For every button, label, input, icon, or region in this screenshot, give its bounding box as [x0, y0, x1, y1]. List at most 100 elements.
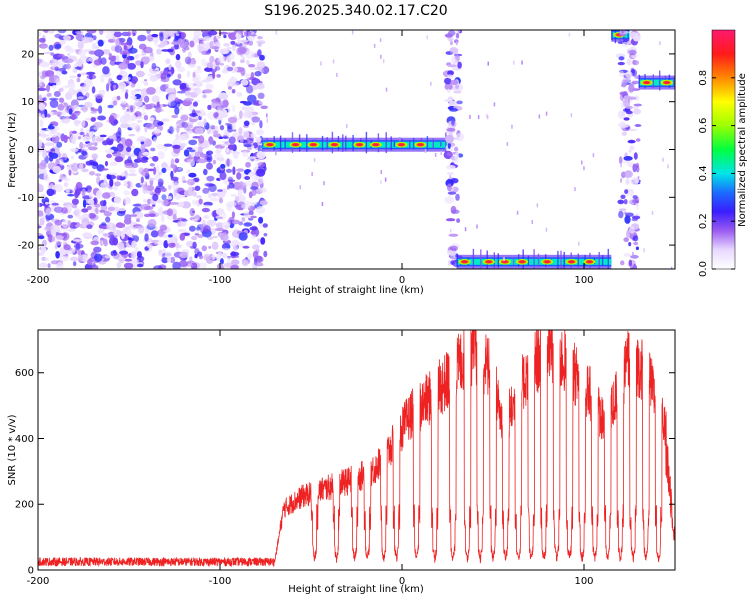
- noise-blob: [186, 240, 195, 248]
- noise-blob: [40, 134, 50, 137]
- noise-blob: [144, 233, 149, 242]
- noise-blob: [184, 98, 194, 102]
- noise-blob: [448, 101, 459, 108]
- noise-blob: [81, 105, 88, 113]
- noise-blob: [219, 171, 227, 181]
- noise-blob: [132, 203, 142, 207]
- noise-blob: [217, 103, 222, 112]
- noise-blob: [146, 243, 153, 249]
- noise-blob: [209, 40, 214, 48]
- noise-blob: [137, 157, 145, 163]
- carrier-hotspot-core: [356, 143, 362, 146]
- noise-blob: [90, 130, 95, 134]
- noise-blob: [255, 262, 264, 267]
- noise-blob: [232, 150, 239, 160]
- noise-blob: [222, 221, 230, 229]
- noise-blob: [179, 252, 189, 259]
- noise-blob: [97, 228, 105, 233]
- noise-blob: [632, 163, 637, 173]
- noise-blob: [186, 70, 191, 78]
- noise-blob: [216, 147, 222, 154]
- sparse-dot: [662, 157, 664, 162]
- noise-blob: [42, 97, 47, 102]
- carrier-spike: [393, 141, 396, 147]
- sparse-dot: [670, 266, 673, 269]
- carrier-hotspot-core: [664, 81, 670, 84]
- noise-blob: [49, 74, 54, 84]
- noise-blob: [58, 53, 65, 58]
- noise-blob: [59, 158, 64, 166]
- noise-blob: [241, 106, 248, 111]
- noise-blob: [174, 158, 180, 164]
- noise-blob: [136, 251, 142, 258]
- noise-blob: [628, 49, 637, 56]
- noise-blob: [38, 235, 45, 240]
- noise-blob: [47, 30, 55, 34]
- noise-blob: [192, 71, 196, 78]
- noise-blob: [251, 116, 261, 123]
- noise-blob: [116, 143, 124, 153]
- noise-blob: [635, 138, 641, 142]
- noise-blob: [169, 30, 178, 33]
- colorbar-tick-label: 0.4: [698, 165, 709, 181]
- sparse-dot: [382, 59, 385, 64]
- noise-blob: [448, 233, 459, 237]
- sparse-dot: [313, 158, 316, 163]
- noise-blob: [449, 40, 453, 46]
- noise-blob: [247, 94, 257, 103]
- noise-blob: [106, 83, 110, 92]
- noise-blob: [241, 56, 246, 61]
- sparse-dot: [632, 252, 634, 257]
- noise-blob: [250, 215, 257, 219]
- colorbar: 0.0 0.2 0.4 0.6 0.8 Normalized spectral ampl…: [698, 29, 748, 277]
- noise-blob: [189, 208, 195, 217]
- noise-blob: [230, 194, 237, 197]
- noise-blob: [135, 116, 145, 120]
- sparse-dot: [385, 87, 388, 92]
- noise-blob: [123, 45, 128, 51]
- noise-blob: [633, 35, 641, 42]
- sparse-dot: [643, 248, 645, 253]
- noise-blob: [38, 202, 41, 208]
- noise-blob: [38, 132, 41, 137]
- noise-blob: [239, 100, 248, 104]
- noise-blob: [174, 106, 180, 115]
- noise-blob: [236, 151, 241, 155]
- colorbar-tick-label: 0.2: [698, 213, 709, 229]
- noise-blob: [109, 161, 118, 167]
- noise-blob: [52, 165, 61, 174]
- noise-blob: [71, 204, 78, 209]
- carrier-spike: [321, 135, 324, 151]
- noise-blob: [102, 233, 110, 237]
- noise-blob: [180, 32, 186, 39]
- noise-blob: [115, 222, 126, 229]
- noise-blob: [627, 139, 636, 144]
- noise-blob: [172, 79, 182, 86]
- spectrum-region-noise: [615, 30, 642, 269]
- noise-blob: [76, 77, 81, 83]
- noise-blob: [195, 127, 204, 135]
- noise-blob: [81, 213, 90, 219]
- noise-blob: [104, 255, 112, 259]
- noise-blob: [175, 53, 181, 61]
- noise-blob: [126, 31, 132, 37]
- noise-blob: [46, 92, 52, 97]
- noise-blob: [198, 115, 202, 121]
- noise-blob: [161, 194, 167, 201]
- noise-blob: [635, 202, 639, 207]
- noise-blob: [175, 60, 182, 69]
- noise-blob: [52, 111, 63, 116]
- noise-blob: [635, 246, 640, 251]
- carrier-spike: [342, 134, 344, 152]
- noise-blob: [88, 171, 96, 176]
- sparse-dot: [476, 224, 478, 229]
- noise-blob: [68, 83, 76, 89]
- noise-blob: [71, 198, 79, 205]
- noise-blob: [48, 44, 54, 51]
- noise-blob: [41, 193, 47, 199]
- noise-blob: [157, 206, 164, 216]
- noise-blob: [634, 95, 640, 101]
- noise-blob: [203, 168, 208, 176]
- noise-blob: [130, 105, 134, 113]
- carrier-spike: [527, 255, 530, 266]
